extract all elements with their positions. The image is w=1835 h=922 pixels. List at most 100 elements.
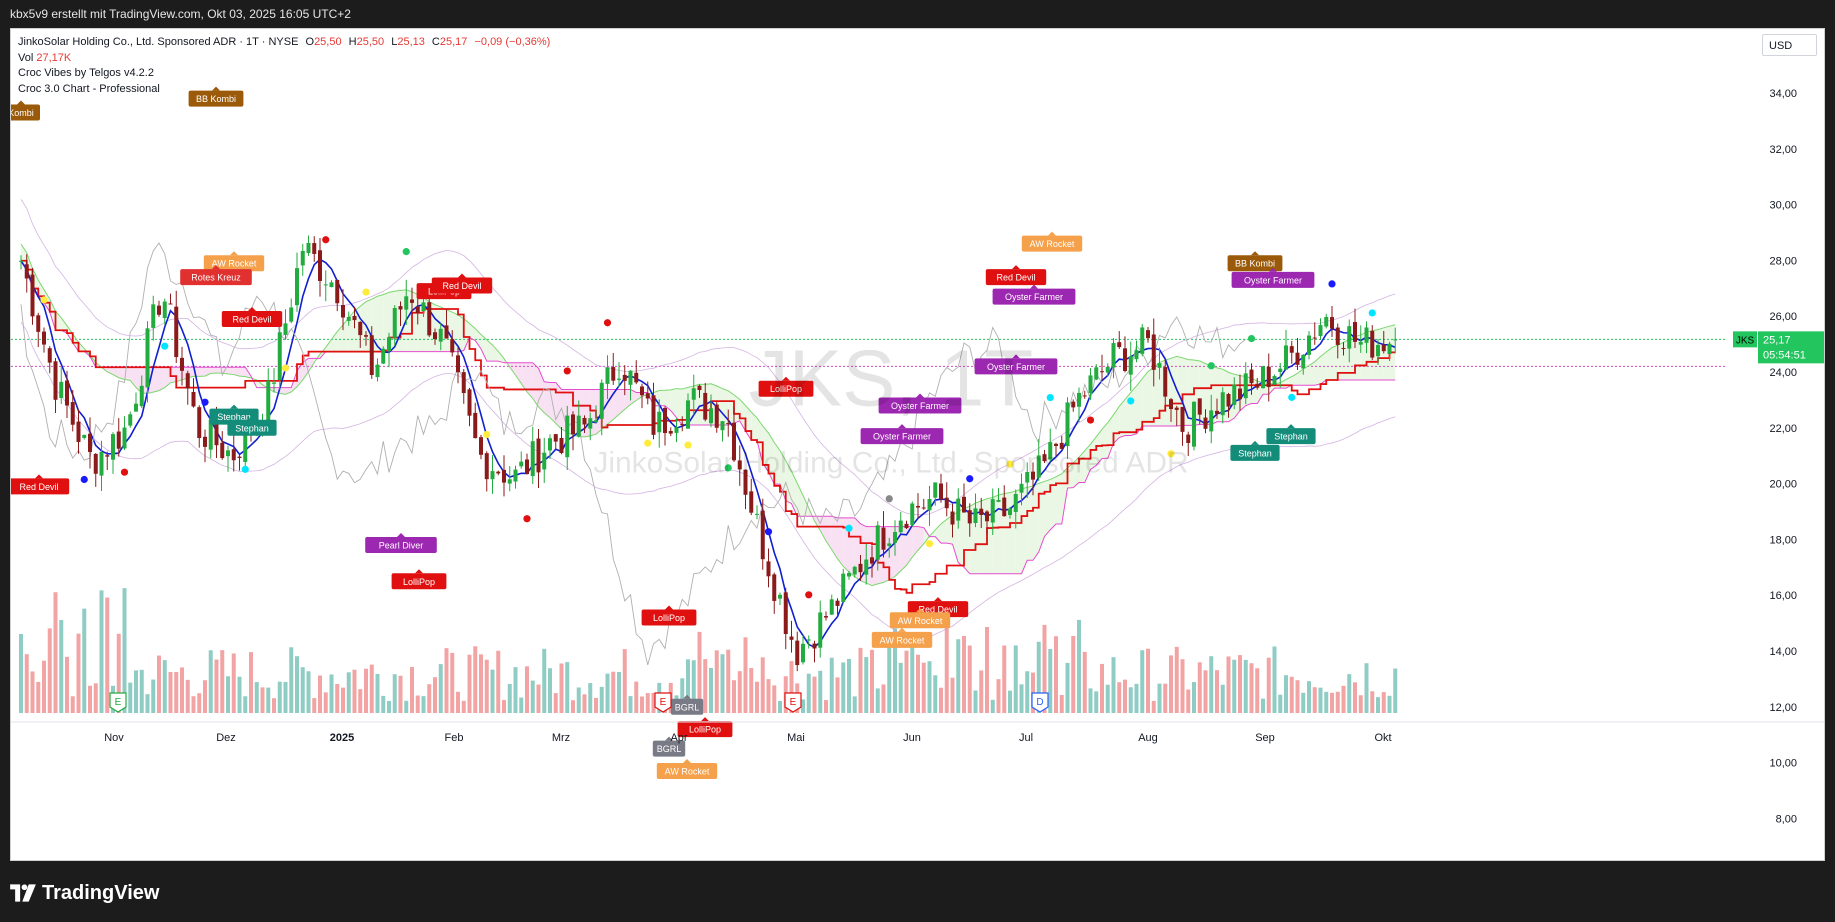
candle[interactable] xyxy=(594,405,598,424)
candle[interactable] xyxy=(1117,331,1122,349)
signal-label[interactable]: BGRL xyxy=(670,694,704,715)
candle[interactable] xyxy=(467,387,472,427)
candle[interactable] xyxy=(795,631,800,672)
signal-label[interactable]: Oyster Farmer xyxy=(878,393,962,414)
candle[interactable] xyxy=(346,311,351,326)
signal-label[interactable]: Stephan xyxy=(1230,440,1280,461)
candle[interactable] xyxy=(599,379,604,436)
signal-label[interactable]: LolliPop xyxy=(758,376,814,397)
candle[interactable] xyxy=(542,437,547,483)
candle[interactable] xyxy=(749,478,754,516)
candle[interactable] xyxy=(881,511,886,558)
signal-label[interactable]: AW Rocket xyxy=(889,608,951,629)
candle[interactable] xyxy=(99,440,104,491)
candle[interactable] xyxy=(950,503,955,538)
candle[interactable] xyxy=(1272,374,1277,385)
candle[interactable] xyxy=(438,323,443,351)
candle[interactable] xyxy=(1146,326,1150,343)
candle[interactable] xyxy=(686,393,690,429)
candle[interactable] xyxy=(335,279,340,312)
candle[interactable] xyxy=(864,543,869,585)
candle[interactable] xyxy=(634,360,639,385)
candle[interactable] xyxy=(1318,318,1323,340)
candle[interactable] xyxy=(1128,341,1133,391)
candle[interactable] xyxy=(1324,313,1329,329)
candle[interactable] xyxy=(559,426,564,455)
candle[interactable] xyxy=(300,243,305,276)
candle[interactable] xyxy=(1174,405,1179,427)
event-marker[interactable]: E xyxy=(654,692,672,713)
candle[interactable] xyxy=(829,594,834,615)
signal-label[interactable]: Pearl Diver xyxy=(365,532,437,553)
candle[interactable] xyxy=(565,405,570,471)
candle[interactable] xyxy=(1238,374,1242,411)
candle[interactable] xyxy=(1048,428,1053,462)
candle[interactable] xyxy=(582,415,587,434)
candle[interactable] xyxy=(42,327,46,353)
candle[interactable] xyxy=(990,488,995,535)
candle[interactable] xyxy=(548,434,552,459)
candle[interactable] xyxy=(289,298,294,324)
candle[interactable] xyxy=(663,406,667,446)
candle[interactable] xyxy=(1105,363,1110,377)
signal-label[interactable]: BGRL xyxy=(652,736,686,757)
candle[interactable] xyxy=(473,402,478,439)
candle[interactable] xyxy=(697,384,702,398)
candle[interactable] xyxy=(1347,319,1352,363)
candle[interactable] xyxy=(162,298,167,325)
candle[interactable] xyxy=(939,473,943,503)
candle[interactable] xyxy=(806,635,811,649)
candle[interactable] xyxy=(59,367,64,404)
candle[interactable] xyxy=(1295,337,1300,370)
signal-label[interactable]: LolliPop xyxy=(391,569,447,590)
signal-label[interactable]: Red Devil xyxy=(431,273,493,294)
last-price-tag[interactable]: JKS 25,17 05:54:51 xyxy=(1733,331,1824,364)
candle[interactable] xyxy=(1261,365,1265,389)
indicator-croc-chart[interactable]: Croc 3.0 Chart - Professional xyxy=(18,82,160,95)
symbol-ohlc-row[interactable]: JinkoSolar Holding Co., Ltd. Sponsored A… xyxy=(18,35,550,51)
candle[interactable] xyxy=(783,587,788,650)
candle[interactable] xyxy=(657,399,662,448)
candle[interactable] xyxy=(226,445,230,472)
signal-label[interactable]: Red Devil xyxy=(221,306,283,327)
candle[interactable] xyxy=(1307,331,1311,360)
volume-row[interactable]: Vol 27,17K xyxy=(18,51,550,67)
signal-label[interactable]: Stephan xyxy=(227,415,277,436)
candle[interactable] xyxy=(628,370,633,401)
signal-label[interactable]: Rotes Kreuz xyxy=(180,265,252,286)
candle[interactable] xyxy=(812,640,817,663)
candle[interactable] xyxy=(921,498,926,510)
candle[interactable] xyxy=(1220,387,1225,424)
candle[interactable] xyxy=(295,252,299,312)
candle[interactable] xyxy=(611,352,616,385)
candle[interactable] xyxy=(962,483,966,513)
candle[interactable] xyxy=(1082,390,1087,399)
candle[interactable] xyxy=(1013,489,1018,529)
candle[interactable] xyxy=(760,498,765,570)
candle[interactable] xyxy=(617,362,621,388)
candle[interactable] xyxy=(36,312,41,348)
signal-label[interactable]: AW Rocket xyxy=(203,251,265,272)
signal-label[interactable]: AW Rocket xyxy=(871,627,933,648)
candle[interactable] xyxy=(703,382,708,422)
price-axis[interactable]: 34,00 32,00 30,00 28,00 26,00 24,00 22,00 20,00… xyxy=(1769,88,1797,825)
candle[interactable] xyxy=(904,520,909,529)
candle[interactable] xyxy=(1140,324,1145,357)
candle[interactable] xyxy=(1232,377,1237,410)
candle[interactable] xyxy=(1059,435,1064,450)
candle[interactable] xyxy=(1123,336,1127,373)
candle[interactable] xyxy=(513,465,518,489)
candle[interactable] xyxy=(76,409,81,454)
signal-label[interactable]: AW Rocket xyxy=(656,758,718,779)
candle[interactable] xyxy=(174,290,179,364)
candle[interactable] xyxy=(1301,353,1306,375)
candle[interactable] xyxy=(605,355,610,400)
candle[interactable] xyxy=(651,382,656,440)
signal-label[interactable]: Red Devil xyxy=(985,265,1047,286)
candle[interactable] xyxy=(283,309,288,340)
candle[interactable] xyxy=(645,381,650,405)
signal-label[interactable]: Oyster Farmer xyxy=(860,424,944,445)
candle[interactable] xyxy=(755,505,759,520)
candle[interactable] xyxy=(1376,339,1380,365)
candle[interactable] xyxy=(801,635,805,665)
